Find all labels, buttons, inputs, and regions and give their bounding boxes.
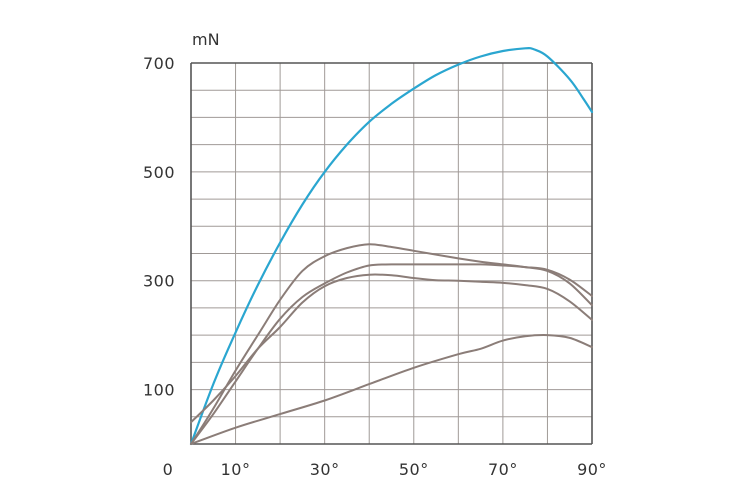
y-axis-unit-label: mN [192,30,220,49]
x-tick-label: 50° [399,460,429,479]
minor-grid [191,63,592,444]
series-layer [189,47,594,446]
y-tick-label: 500 [143,163,175,182]
x-tick-label: 90° [577,460,607,479]
x-tick-label: 70° [488,460,518,479]
x-tick-label: 0 [163,460,174,479]
y-tick-label: 700 [143,54,175,73]
x-tick-label: 30° [310,460,340,479]
tick-label-layer: 0 10° 30° 50° 70° 90° 100 300 500 700 [143,54,607,479]
series-line-4 [190,273,593,424]
x-tick-label: 10° [221,460,251,479]
series-line-5 [190,334,593,445]
series-line-1 [189,47,594,446]
y-tick-label: 300 [143,272,175,291]
major-grid [190,62,593,445]
series-line-2 [190,243,593,445]
y-tick-label: 100 [143,381,175,400]
